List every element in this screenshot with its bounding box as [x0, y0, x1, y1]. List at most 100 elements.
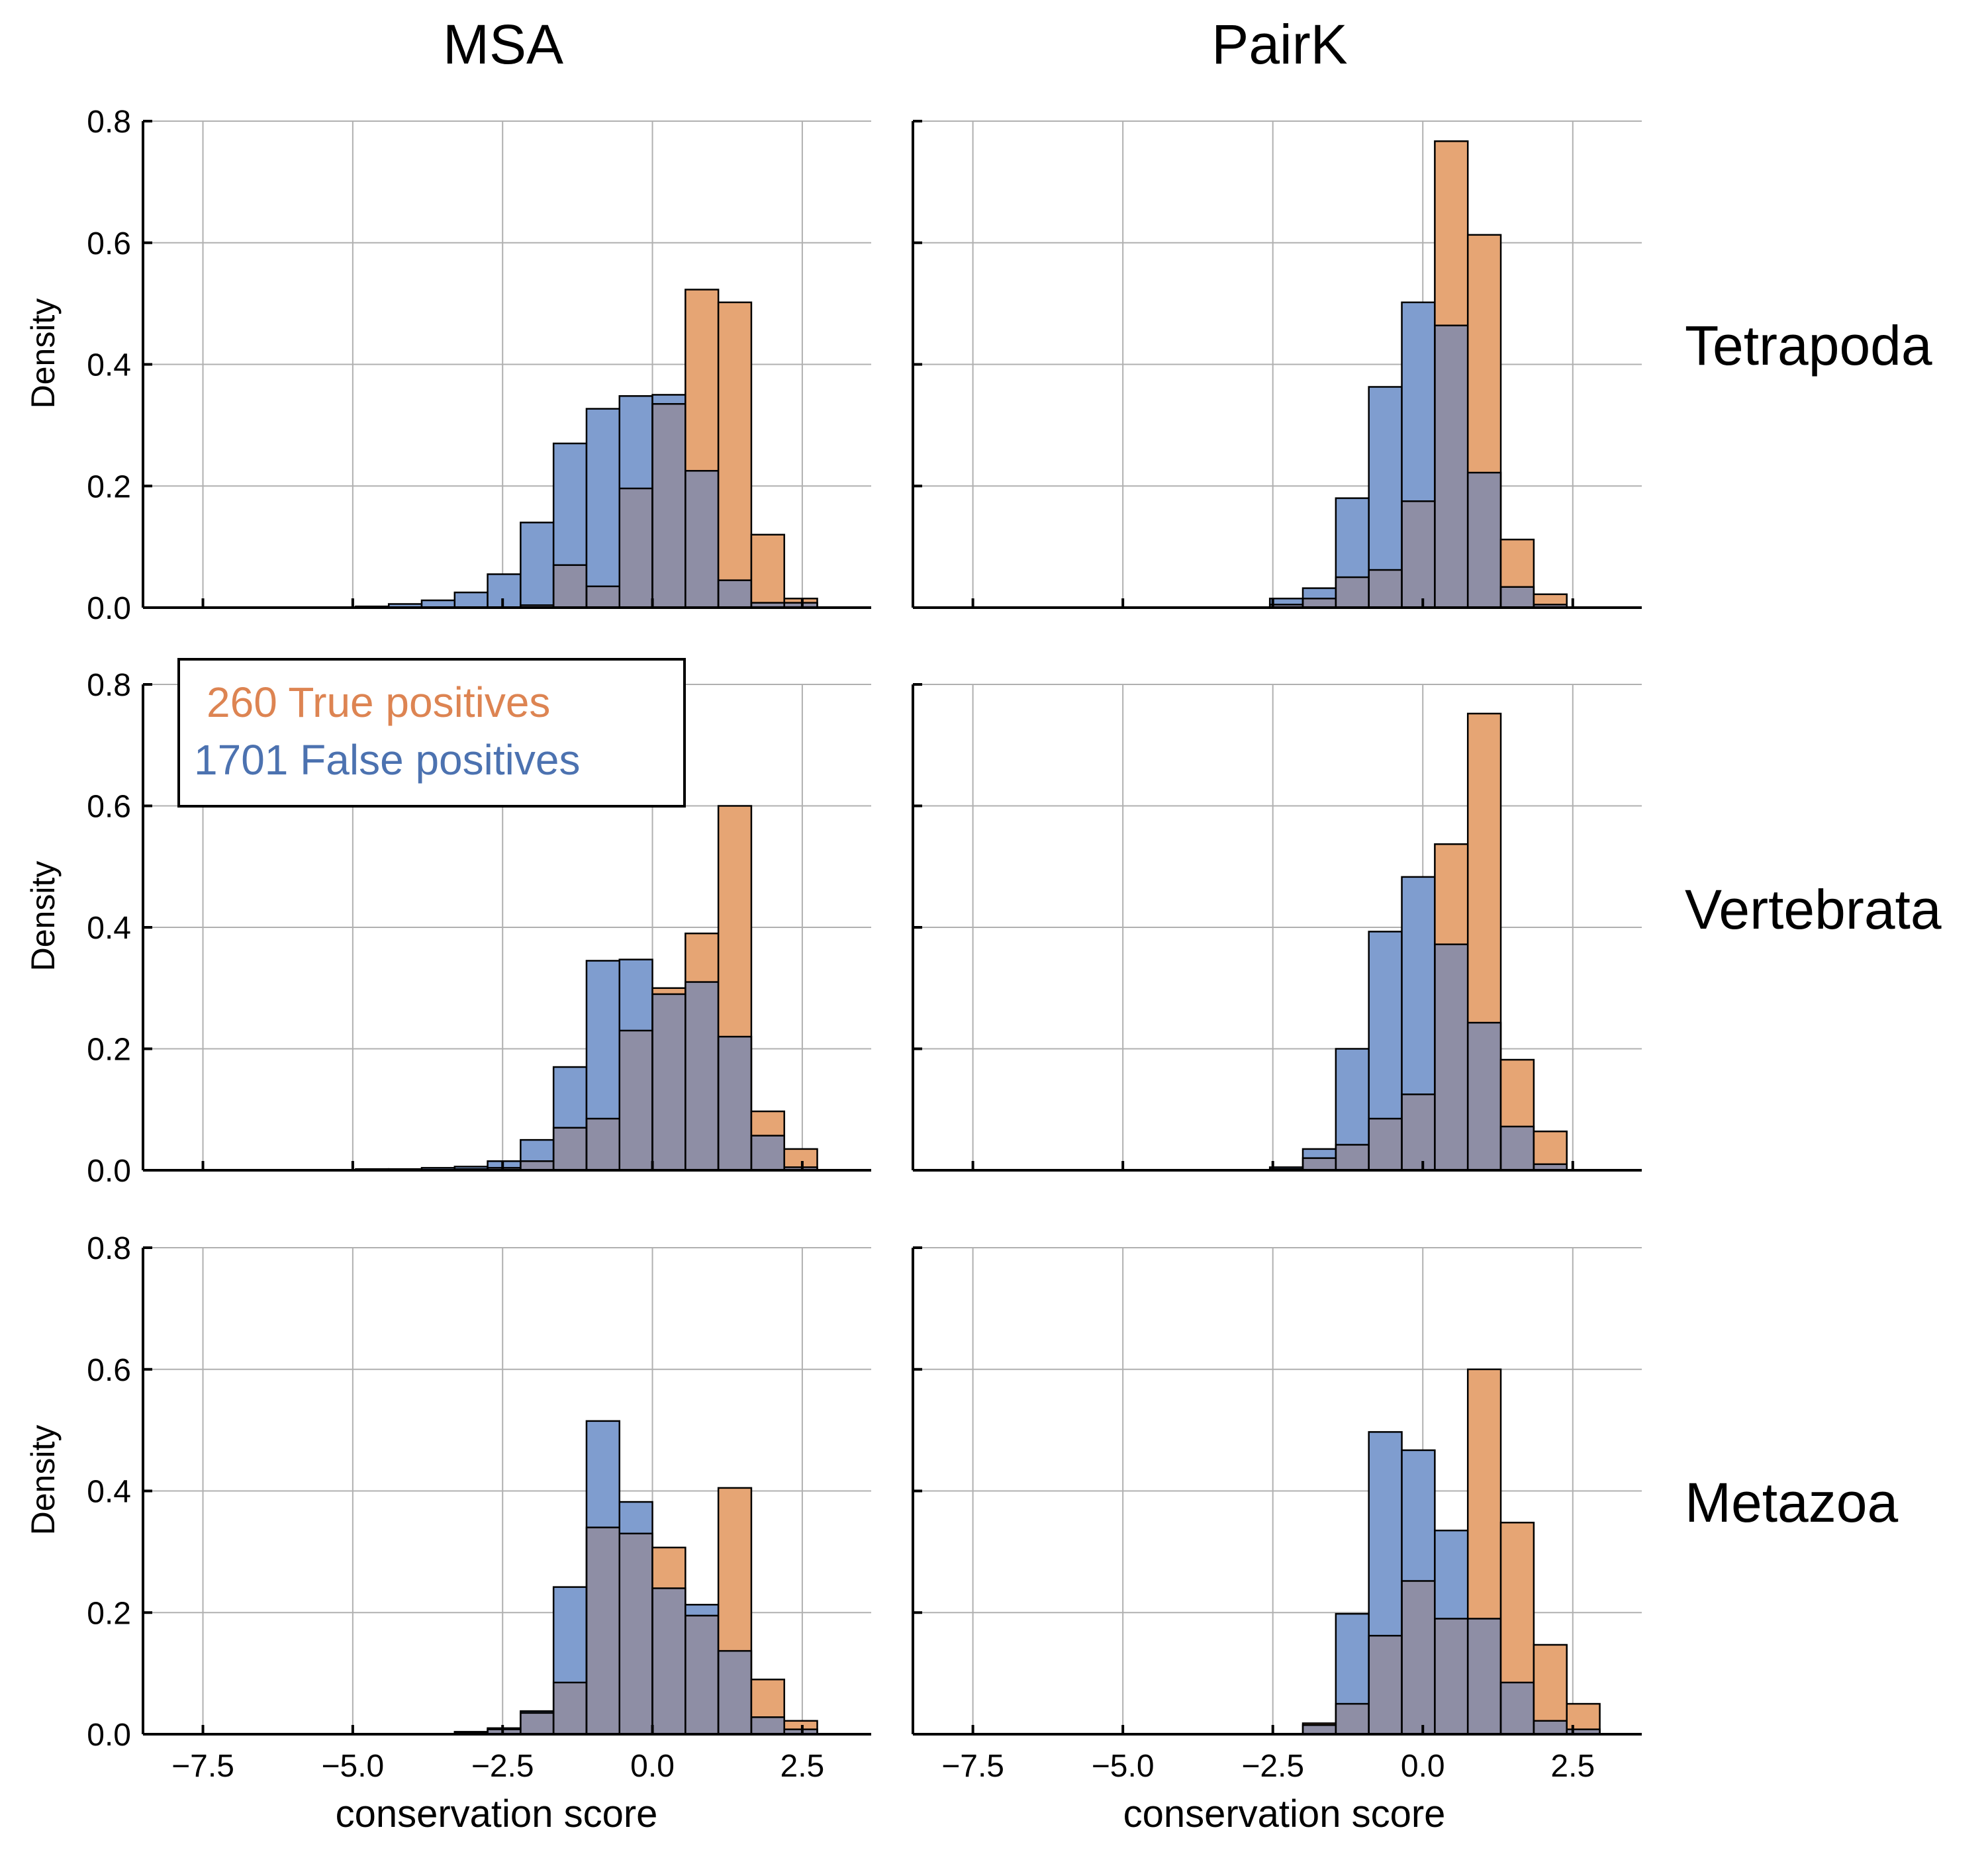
bar-true-positive — [1303, 1723, 1336, 1726]
bar-false-positive — [652, 394, 686, 404]
x-tick-label: 2.5 — [781, 1749, 825, 1784]
y-axis-label-metazoa: Density — [24, 1425, 62, 1536]
bar-overlap — [1303, 598, 1336, 608]
x-tick-label: −2.5 — [471, 1749, 534, 1784]
x-tick-label: −5.0 — [321, 1749, 384, 1784]
bar-overlap — [718, 1651, 751, 1734]
column-title-msa: MSA — [443, 13, 563, 75]
bar-true-positive — [685, 289, 719, 471]
bar-overlap — [520, 1712, 554, 1734]
bar-overlap — [652, 994, 686, 1170]
bar-overlap — [619, 488, 653, 608]
bar-overlap — [1270, 604, 1303, 608]
bar-false-positive — [454, 592, 488, 608]
panel-msa-tetrapoda: 0.0 0.2 0.4 0.6 0.8 — [87, 105, 871, 626]
bar-overlap — [520, 1161, 554, 1170]
bar-true-positive — [1468, 1369, 1501, 1619]
y-tick-label: 0.0 — [87, 1154, 131, 1189]
bar-false-positive — [619, 959, 653, 1031]
bar-true-positive — [685, 933, 719, 982]
x-tick-label: −5.0 — [1092, 1749, 1155, 1784]
bar-false-positive — [1401, 876, 1435, 1095]
y-tick-label: 0.4 — [87, 348, 131, 383]
bar-overlap — [1401, 501, 1435, 608]
x-axis-label-msa: conservation score — [336, 1792, 658, 1835]
panel-pairk-metazoa: −7.5 −5.0 −2.5 0.0 2.5 — [912, 1246, 1642, 1784]
bar-false-positive — [619, 1502, 653, 1534]
bar-overlap — [1435, 944, 1468, 1170]
bar-false-positive — [1401, 302, 1435, 502]
bar-false-positive — [1270, 1167, 1303, 1170]
bar-false-positive — [586, 1420, 620, 1528]
panel-msa-metazoa: 0.0 0.2 0.4 0.6 0.8 −7.5 −5.0 −2.5 0.0 2.5 — [87, 1231, 871, 1784]
bar-overlap — [1533, 1720, 1567, 1734]
bar-overlap — [1468, 1023, 1501, 1170]
bar-false-positive — [1303, 1148, 1336, 1158]
bar-overlap — [1368, 1636, 1402, 1734]
bar-true-positive — [1533, 594, 1567, 605]
x-tick-label: 2.5 — [1550, 1749, 1595, 1784]
bar-overlap — [487, 1729, 521, 1734]
y-tick-label: 0.6 — [87, 1353, 131, 1388]
bar-overlap — [1501, 1682, 1534, 1734]
bar-false-positive — [520, 1140, 554, 1162]
bar-overlap — [1468, 1618, 1501, 1734]
bar-overlap — [1533, 604, 1567, 608]
bar-overlap — [784, 1167, 818, 1170]
bar-true-positive — [718, 1487, 751, 1651]
bar-overlap — [1533, 1164, 1567, 1170]
bar-false-positive — [520, 522, 554, 606]
bar-true-positive — [751, 534, 784, 603]
bar-false-positive — [1270, 598, 1303, 605]
row-title-tetrapoda: Tetrapoda — [1685, 314, 1932, 377]
bar-overlap — [751, 1135, 784, 1170]
bar-false-positive — [454, 1166, 488, 1170]
bar-overlap — [1303, 1725, 1336, 1734]
bar-overlap — [1435, 1618, 1468, 1734]
bar-true-positive — [1435, 141, 1468, 326]
bar-false-positive — [1303, 588, 1336, 599]
y-tick-label: 0.8 — [87, 1231, 131, 1266]
y-tick-label: 0.8 — [87, 668, 131, 703]
legend: 260 True positives 1701 False positives — [177, 658, 686, 808]
y-tick-label: 0.8 — [87, 105, 131, 140]
bar-false-positive — [1335, 1048, 1369, 1145]
bar-overlap — [1435, 325, 1468, 608]
bar-true-positive — [1468, 714, 1501, 1023]
bar-true-positive — [652, 988, 686, 994]
y-axis-label-tetrapoda: Density — [24, 299, 62, 409]
bar-overlap — [586, 586, 620, 608]
y-axis-label-vertebrata: Density — [24, 861, 62, 972]
bar-overlap — [1401, 1581, 1435, 1734]
bar-overlap — [784, 1729, 818, 1734]
bar-true-positive — [1533, 1131, 1567, 1164]
bar-overlap — [784, 602, 818, 608]
y-tick-label: 0.2 — [87, 469, 131, 504]
bar-false-positive — [1401, 1450, 1435, 1581]
y-tick-label: 0.2 — [87, 1596, 131, 1631]
bar-overlap — [586, 1119, 620, 1170]
panel-msa-vertebrata: 0.0 0.2 0.4 0.6 0.8 — [87, 668, 871, 1189]
bar-false-positive — [553, 1587, 587, 1683]
bar-overlap — [1303, 1158, 1336, 1170]
bar-true-positive — [784, 1720, 818, 1730]
bar-false-positive — [389, 604, 422, 608]
bar-overlap — [718, 1037, 751, 1170]
legend-false-positives: 1701 False positives — [194, 736, 580, 784]
bar-overlap — [685, 982, 719, 1170]
row-title-metazoa: Metazoa — [1685, 1471, 1898, 1534]
bar-overlap — [1501, 1126, 1534, 1170]
bar-true-positive — [1501, 1060, 1534, 1127]
bar-true-positive — [718, 806, 751, 1037]
bar-overlap — [652, 1588, 686, 1734]
bar-overlap — [1566, 1729, 1600, 1734]
y-tick-label: 0.6 — [87, 790, 131, 825]
bar-overlap — [1401, 1094, 1435, 1170]
bar-true-positive — [1533, 1644, 1567, 1721]
bar-true-positive — [1501, 539, 1534, 587]
bar-true-positive — [784, 598, 818, 603]
bar-false-positive — [1368, 1432, 1402, 1636]
bar-false-positive — [487, 1161, 521, 1168]
legend-true-positives: 260 True positives — [207, 678, 550, 726]
